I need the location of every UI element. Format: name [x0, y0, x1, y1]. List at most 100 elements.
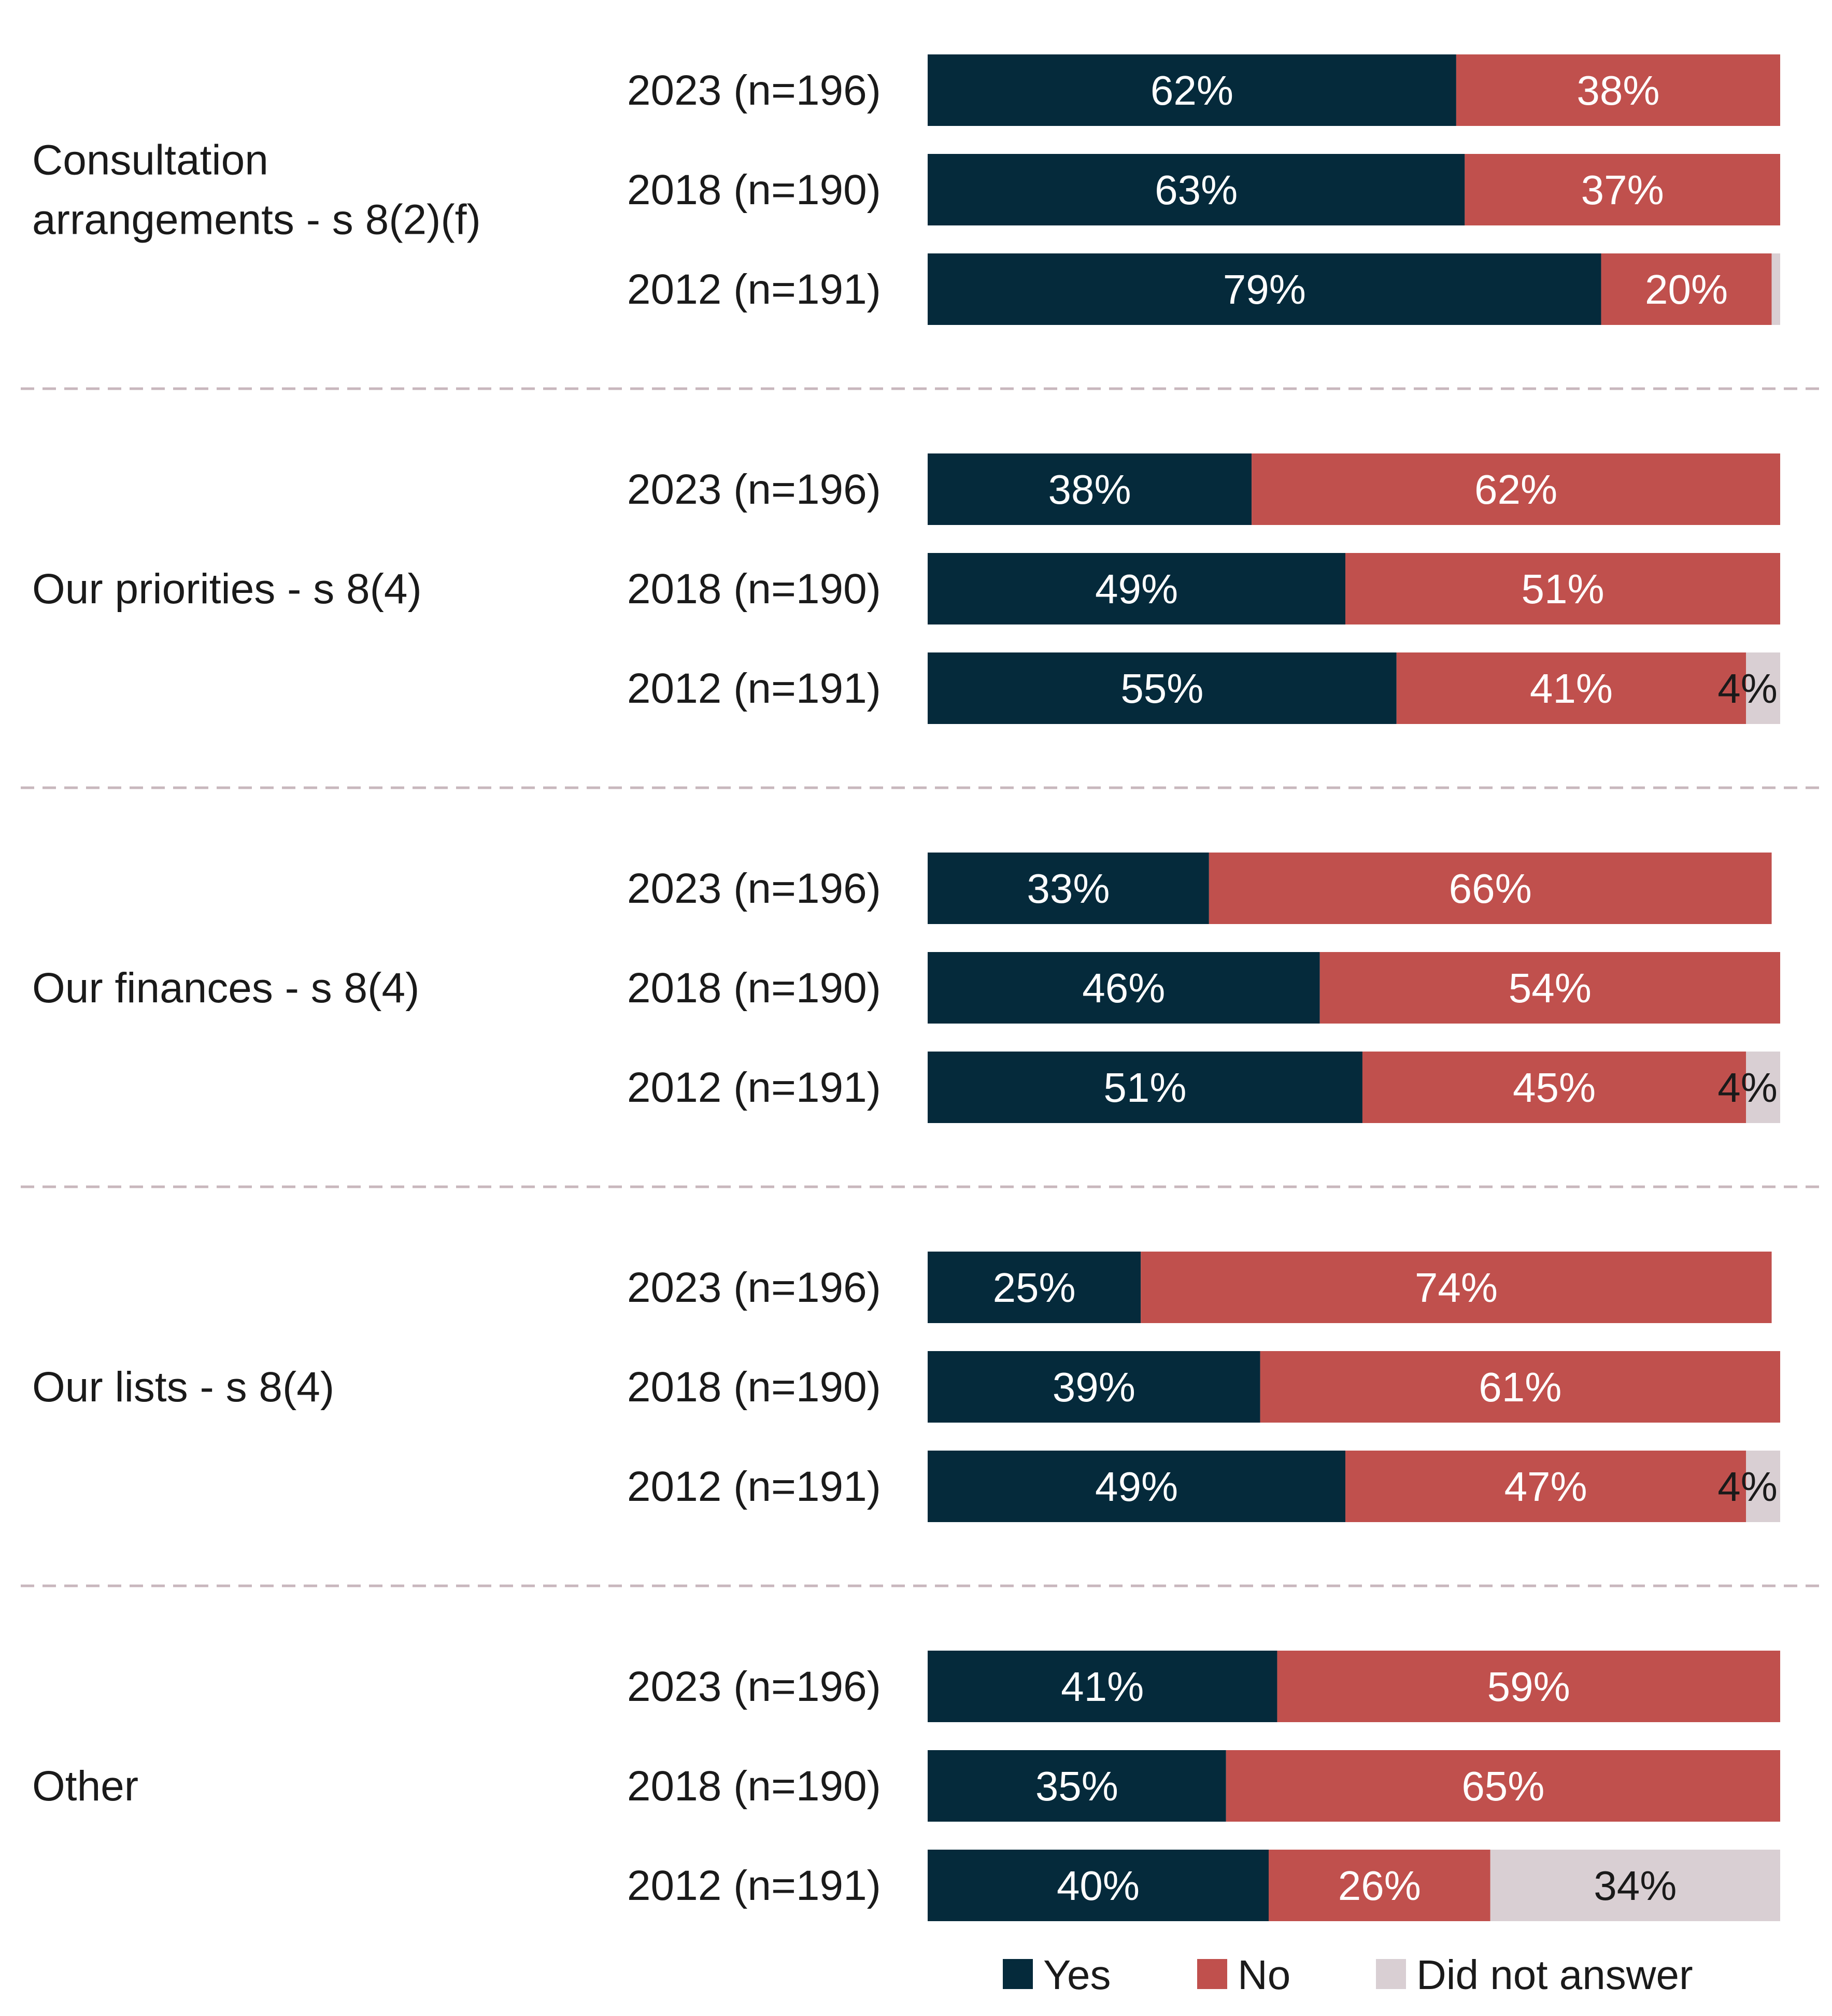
bar-row: 2012 (n=191) 51% 45% 4% — [627, 1052, 1780, 1123]
row-label: 2023 (n=196) — [627, 1663, 881, 1710]
row-label: 2012 (n=191) — [627, 665, 881, 712]
data-label: 51% — [1521, 566, 1604, 612]
data-label: 41% — [1530, 665, 1613, 712]
row-label: 2018 (n=190) — [627, 1364, 881, 1411]
data-label: 51% — [1103, 1064, 1186, 1111]
bar-segment-yes — [928, 1850, 1269, 1921]
data-label: 65% — [1461, 1763, 1544, 1809]
data-label: 49% — [1095, 566, 1178, 612]
group-label: Other — [32, 1763, 138, 1810]
bar-segment-yes — [928, 553, 1346, 624]
data-label: 35% — [1035, 1763, 1118, 1809]
legend-label: Yes — [1043, 1952, 1111, 1998]
data-label: 37% — [1581, 167, 1664, 213]
bar-row: 2018 (n=190) 46% 54% — [627, 952, 1780, 1024]
bar-row: 2018 (n=190) 49% 51% — [627, 553, 1780, 624]
legend-swatch — [1197, 1959, 1227, 1989]
row-label: 2018 (n=190) — [627, 1763, 881, 1810]
bar-segment-yes — [928, 453, 1252, 525]
data-label: 20% — [1645, 266, 1728, 313]
bar-group: Our lists - s 8(4) 2023 (n=196) 25% 74% 2018… — [32, 1252, 1780, 1522]
data-label: 33% — [1027, 865, 1110, 912]
data-label: 4% — [1717, 665, 1778, 712]
row-label: 2023 (n=196) — [627, 865, 881, 912]
bar-segment-no — [1277, 1651, 1780, 1722]
data-label: 39% — [1053, 1364, 1135, 1410]
row-label: 2023 (n=196) — [627, 466, 881, 513]
row-label: 2018 (n=190) — [627, 964, 881, 1012]
data-label: 38% — [1048, 466, 1131, 513]
row-label: 2012 (n=191) — [627, 1064, 881, 1111]
data-label: 63% — [1155, 167, 1238, 213]
bar-segment-did-not-answer — [1490, 1850, 1780, 1921]
bar-row: 2018 (n=190) 63% 37% — [627, 154, 1780, 225]
legend-label: Did not answer — [1416, 1952, 1693, 1998]
bar-segment-no — [1456, 54, 1780, 126]
bar-row: 2012 (n=191) 79% 20% — [627, 253, 1780, 325]
row-label: 2018 (n=190) — [627, 166, 881, 214]
bar-segment-yes — [928, 952, 1320, 1024]
legend-item: No — [1197, 1952, 1290, 1998]
group-label: Our finances - s 8(4) — [32, 964, 419, 1012]
legend-swatch — [1376, 1959, 1406, 1989]
bar-row: 2018 (n=190) 39% 61% — [627, 1351, 1780, 1423]
bar-segment-no — [1141, 1252, 1772, 1323]
bar-row: 2012 (n=191) 49% 47% 4% — [627, 1451, 1780, 1522]
bar-group: Other 2023 (n=196) 41% 59% 2018 (n=190) 35% 65… — [32, 1651, 1780, 1921]
bar-segment-no — [1601, 253, 1772, 325]
data-label: 25% — [993, 1265, 1076, 1311]
bar-segment-yes — [928, 1651, 1277, 1722]
bar-segment-no — [1319, 952, 1780, 1024]
data-label: 4% — [1717, 1464, 1778, 1510]
row-label: 2012 (n=191) — [627, 1463, 881, 1510]
data-label: 38% — [1577, 67, 1659, 113]
bar-segment-yes — [928, 1451, 1346, 1522]
bar-row: 2023 (n=196) 41% 59% — [627, 1651, 1780, 1722]
bar-segment-yes — [928, 1351, 1260, 1423]
row-label: 2012 (n=191) — [627, 1862, 881, 1909]
data-label: 74% — [1415, 1265, 1498, 1311]
row-label: 2012 (n=191) — [627, 266, 881, 313]
bar-row: 2023 (n=196) 25% 74% — [627, 1252, 1772, 1323]
bar-segment-yes — [928, 253, 1601, 325]
data-label: 61% — [1479, 1364, 1561, 1410]
bar-row: 2023 (n=196) 38% 62% — [627, 453, 1780, 525]
bar-segment-yes — [928, 1052, 1362, 1123]
data-label: 40% — [1057, 1863, 1140, 1909]
bar-row: 2023 (n=196) 62% 38% — [627, 54, 1780, 126]
legend-item: Yes — [1003, 1952, 1111, 1998]
bar-segment-no — [1345, 553, 1780, 624]
bar-segment-no — [1260, 1351, 1780, 1423]
row-label: 2018 (n=190) — [627, 565, 881, 613]
data-label: 47% — [1504, 1464, 1587, 1510]
group-label: Our lists - s 8(4) — [32, 1364, 334, 1411]
bar-segment-yes — [928, 652, 1397, 724]
bar-row: 2023 (n=196) 33% 66% — [627, 853, 1772, 924]
data-label: 55% — [1120, 665, 1203, 712]
bar-segment-did-not-answer — [1746, 652, 1780, 724]
data-label: 4% — [1717, 1064, 1778, 1111]
bar-row: 2012 (n=191) 55% 41% 4% — [627, 652, 1780, 724]
bar-segment-yes — [928, 54, 1456, 126]
bar-group: Consultation arrangements - s 8(2)(f) 2023… — [32, 54, 1780, 325]
bar-row: 2018 (n=190) 35% 65% — [627, 1750, 1780, 1822]
chart-legend: Yes No Did not answer — [1003, 1952, 1693, 1998]
bar-segment-did-not-answer — [1746, 1052, 1780, 1123]
data-label: 59% — [1487, 1664, 1570, 1710]
bar-group: Our priorities - s 8(4) 2023 (n=196) 38% 62… — [32, 453, 1780, 724]
bar-segment-yes — [928, 1750, 1226, 1822]
data-label: 66% — [1449, 865, 1532, 912]
bar-segment-no — [1269, 1850, 1490, 1921]
legend-swatch — [1003, 1959, 1033, 1989]
bar-segment-no — [1226, 1750, 1780, 1822]
bar-segment-yes — [928, 154, 1465, 225]
bar-segment-no — [1345, 1451, 1746, 1522]
chart-groups: Consultation arrangements - s 8(2)(f) 2023… — [32, 54, 1780, 1921]
bar-segment-no — [1396, 652, 1746, 724]
data-label: 79% — [1223, 266, 1306, 313]
row-label: 2023 (n=196) — [627, 67, 881, 114]
data-label: 26% — [1338, 1863, 1421, 1909]
row-label: 2023 (n=196) — [627, 1264, 881, 1311]
bar-segment-no — [1465, 154, 1780, 225]
